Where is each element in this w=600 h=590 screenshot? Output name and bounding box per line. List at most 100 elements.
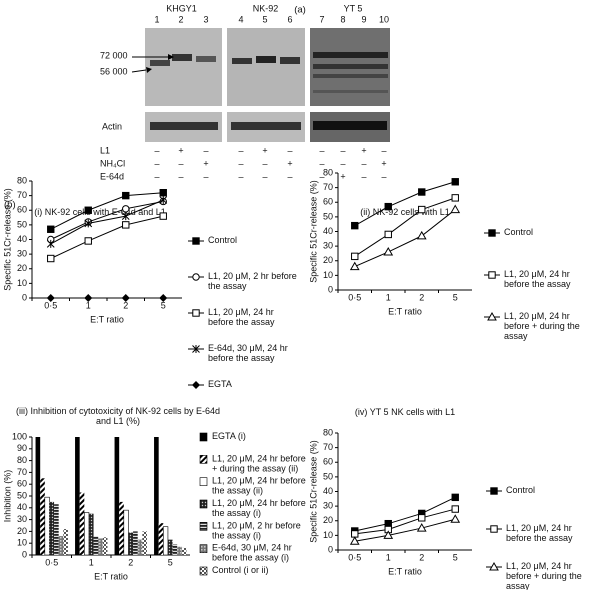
legend-swatch <box>199 455 208 464</box>
marker <box>159 196 168 205</box>
bar <box>54 504 59 555</box>
treatment-sign: – <box>154 171 159 181</box>
y-tick-label: 50 <box>17 219 27 229</box>
treatment-sign: + <box>287 158 292 168</box>
panel-label: (b) <box>4 200 16 211</box>
x-tick-label: 0·5 <box>348 292 361 302</box>
marker <box>418 514 426 522</box>
x-axis-label: E:T ratio <box>388 566 422 576</box>
marker <box>46 239 55 248</box>
legend-swatch <box>199 477 208 486</box>
marker <box>46 294 55 302</box>
lane-number: 7 <box>319 14 324 24</box>
bar <box>75 437 80 555</box>
y-axis-label: Specific 51Cr-release (%) <box>308 440 318 543</box>
marker <box>47 254 55 263</box>
marker <box>416 230 427 240</box>
y-tick-label: 20 <box>17 526 27 536</box>
legend-label: Control <box>208 235 237 245</box>
chart-title: (iii) Inhibition of cytotoxicity of NK-9… <box>16 406 220 426</box>
y-tick-label: 90 <box>17 443 27 453</box>
marker <box>490 525 498 533</box>
bar <box>172 544 178 555</box>
treatment-sign: – <box>262 158 267 168</box>
legend-label: E-64d, 30 μM, 24 hr before the assay (i) <box>212 543 292 563</box>
bar <box>119 501 124 555</box>
y-tick-label: 60 <box>323 197 333 207</box>
marker <box>84 219 93 228</box>
bar <box>88 513 94 555</box>
treatment-sign: – <box>238 158 243 168</box>
legend-label: EGTA (i) <box>212 431 246 441</box>
treatment-sign: – <box>319 158 324 168</box>
legend-label: L1, 20 μM, 24 hr before + during the assay <box>506 561 582 590</box>
marker <box>192 273 200 281</box>
bar <box>84 512 90 556</box>
treatment-sign: – <box>203 171 208 181</box>
panel-label: (a) <box>294 5 306 16</box>
legend-label: L1, 20 μM, 24 hr before the assay <box>504 269 571 289</box>
bar <box>98 538 103 555</box>
legend-swatch <box>199 544 208 553</box>
y-tick-label: 50 <box>17 490 27 500</box>
marker <box>84 294 93 302</box>
series-line <box>354 496 456 532</box>
series-line <box>354 508 456 535</box>
marker <box>487 311 497 321</box>
lane-number: 9 <box>361 14 366 24</box>
series-line <box>50 200 164 240</box>
legend-label: L1, 20 μM, 24 hr before the assay <box>506 523 573 543</box>
y-tick-label: 80 <box>17 455 27 465</box>
treatment-label: L1 <box>100 145 110 155</box>
y-axis-label: Specific 51Cr-release (%) <box>2 188 12 291</box>
y-tick-label: 50 <box>323 471 333 481</box>
marker <box>349 536 360 545</box>
y-tick-label: 0 <box>328 544 333 554</box>
marker <box>451 493 459 502</box>
x-tick-label: 1 <box>386 552 391 562</box>
marker <box>192 345 200 353</box>
series-line <box>354 197 456 257</box>
blot-images <box>131 28 390 142</box>
lane-number: 10 <box>379 14 389 24</box>
marker <box>121 294 130 302</box>
mw-marker: 72 000 <box>100 50 128 60</box>
marker <box>383 246 394 256</box>
treatment-sign: – <box>287 171 292 181</box>
marker <box>418 205 426 214</box>
marker <box>488 271 496 279</box>
y-tick-label: 40 <box>17 234 27 244</box>
x-axis-label: E:T ratio <box>94 571 128 581</box>
legend-label: L1, 20 μM, 2 hr before the assay (i) <box>212 521 301 541</box>
marker <box>351 221 359 230</box>
marker <box>84 206 92 214</box>
x-tick-label: 1 <box>386 292 391 302</box>
legend-swatch <box>199 566 208 576</box>
x-axis-label: E:T ratio <box>388 306 422 316</box>
bar <box>158 523 164 555</box>
lane-number: 8 <box>340 14 345 24</box>
y-tick-label: 40 <box>323 486 333 496</box>
x-tick-label: 5 <box>161 300 166 310</box>
cell-line-label: NK-92 <box>253 3 279 13</box>
marker <box>384 202 392 211</box>
series-line <box>354 181 456 227</box>
bar <box>154 437 159 555</box>
marker <box>416 523 427 532</box>
y-tick-label: 0 <box>22 549 27 559</box>
treatment-sign: – <box>361 171 366 181</box>
series-line <box>50 215 164 259</box>
marker <box>122 191 130 200</box>
loading-control: Actin <box>102 121 122 131</box>
marker <box>192 309 200 317</box>
marker <box>383 530 394 539</box>
marker <box>450 514 461 523</box>
y-tick-label: 10 <box>17 278 27 288</box>
marker <box>451 194 459 202</box>
y-tick-label: 70 <box>323 442 333 452</box>
chart-title: (i) NK-92 cells with E-64d and L1 <box>34 207 166 217</box>
bar <box>35 437 41 555</box>
marker <box>384 230 392 239</box>
y-tick-label: 50 <box>323 211 333 221</box>
bar <box>44 496 50 556</box>
